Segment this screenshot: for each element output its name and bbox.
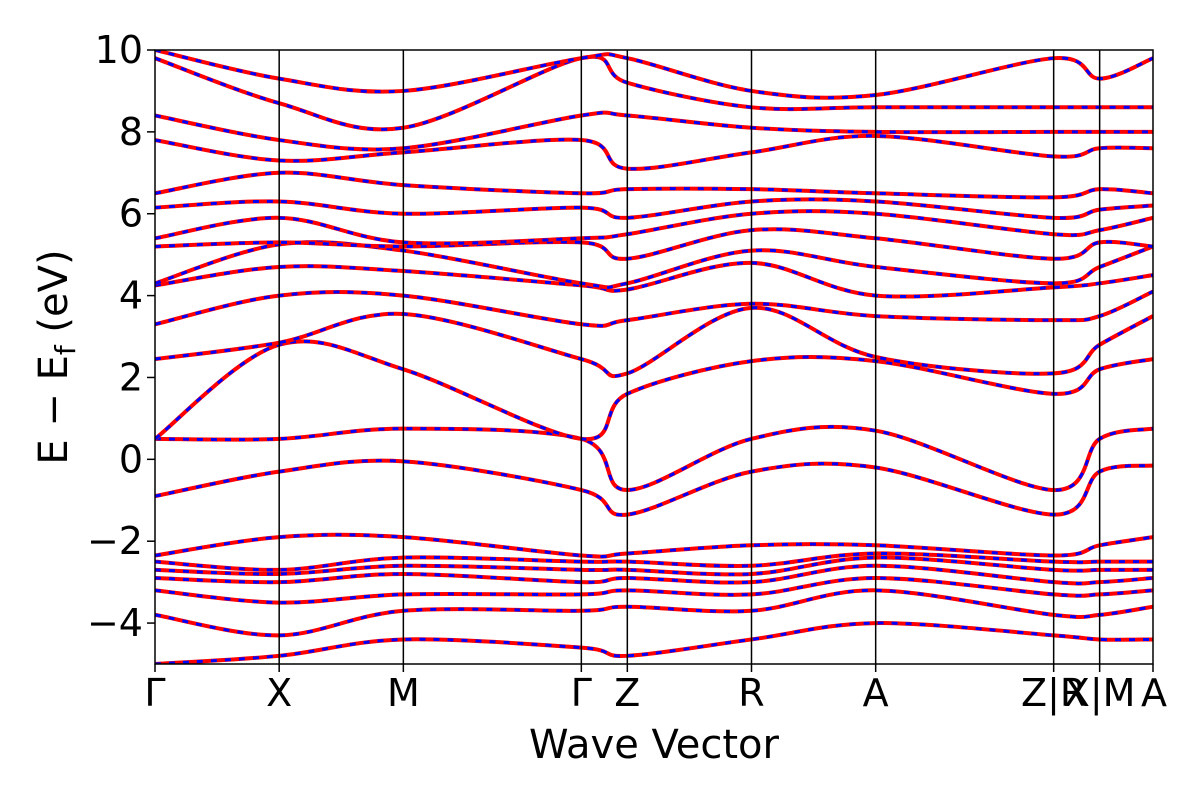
x-tick-label: X bbox=[266, 671, 292, 715]
band-line-dashed-valence-low bbox=[155, 588, 1153, 637]
band-line-dashed-band-11 bbox=[155, 171, 1153, 199]
plot-frame bbox=[154, 49, 1154, 665]
y-tick-label: −4 bbox=[87, 601, 143, 645]
band-line-dashed-band-3 bbox=[155, 339, 1153, 441]
y-tick-label: 6 bbox=[119, 192, 143, 236]
x-tick-label: Γ bbox=[144, 671, 165, 715]
x-tick-label: A bbox=[1141, 671, 1167, 715]
y-tick-label: 8 bbox=[119, 110, 143, 154]
band-line-dashed-band-13 bbox=[155, 111, 1153, 151]
band-line-dashed-valence-top bbox=[155, 533, 1153, 559]
band-line-dashed-band-8 bbox=[155, 227, 1153, 261]
x-tick-label: R bbox=[738, 671, 764, 715]
band-line-dashed-band-5 bbox=[155, 290, 1153, 328]
y-tick-label: 2 bbox=[119, 355, 143, 399]
band-line-valence-low bbox=[155, 588, 1153, 638]
bands-layer bbox=[155, 50, 1153, 664]
y-ticks: −4 −2 0 2 4 6 8 10 bbox=[87, 28, 155, 645]
x-ticks: Γ X M Γ Z R A Z|RX|M A bbox=[144, 664, 1167, 716]
band-line-dashed-band-2 bbox=[155, 425, 1153, 492]
y-axis-label-subscript: f bbox=[49, 344, 82, 355]
y-tick-label: −2 bbox=[87, 519, 143, 563]
band-line-valence-deep bbox=[155, 621, 1153, 664]
band-line-band-11 bbox=[155, 170, 1153, 200]
y-tick-label: 4 bbox=[119, 274, 143, 318]
y-axis-label-main: E − E bbox=[31, 355, 77, 465]
band-line-band-2 bbox=[155, 424, 1153, 493]
x-tick-label: A bbox=[863, 671, 889, 715]
band-line-band-3 bbox=[155, 339, 1153, 442]
x-tick-label: Z|R bbox=[1021, 671, 1086, 716]
kpoint-lines bbox=[278, 50, 1101, 664]
band-line-valence-top bbox=[155, 532, 1153, 559]
band-line-band-1 bbox=[155, 458, 1153, 517]
x-tick-label: M bbox=[387, 671, 420, 715]
x-tick-label: Z bbox=[614, 671, 640, 715]
x-axis-label: Wave Vector bbox=[529, 722, 780, 768]
band-line-dashed-valence-a bbox=[155, 576, 1153, 605]
band-line-band-12 bbox=[155, 133, 1153, 171]
band-line-dashed-band-10 bbox=[155, 197, 1153, 220]
band-line-band-10 bbox=[155, 197, 1153, 220]
y-axis-label-unit: (eV) bbox=[31, 249, 77, 345]
y-tick-label: 10 bbox=[95, 28, 143, 72]
x-tick-label: Γ bbox=[571, 671, 592, 715]
x-tick-label: X|M bbox=[1064, 671, 1136, 716]
y-tick-label: 0 bbox=[119, 437, 143, 481]
y-axis-label: E − Ef (eV) bbox=[31, 249, 82, 464]
band-line-dashed-band-14 bbox=[155, 55, 1153, 131]
